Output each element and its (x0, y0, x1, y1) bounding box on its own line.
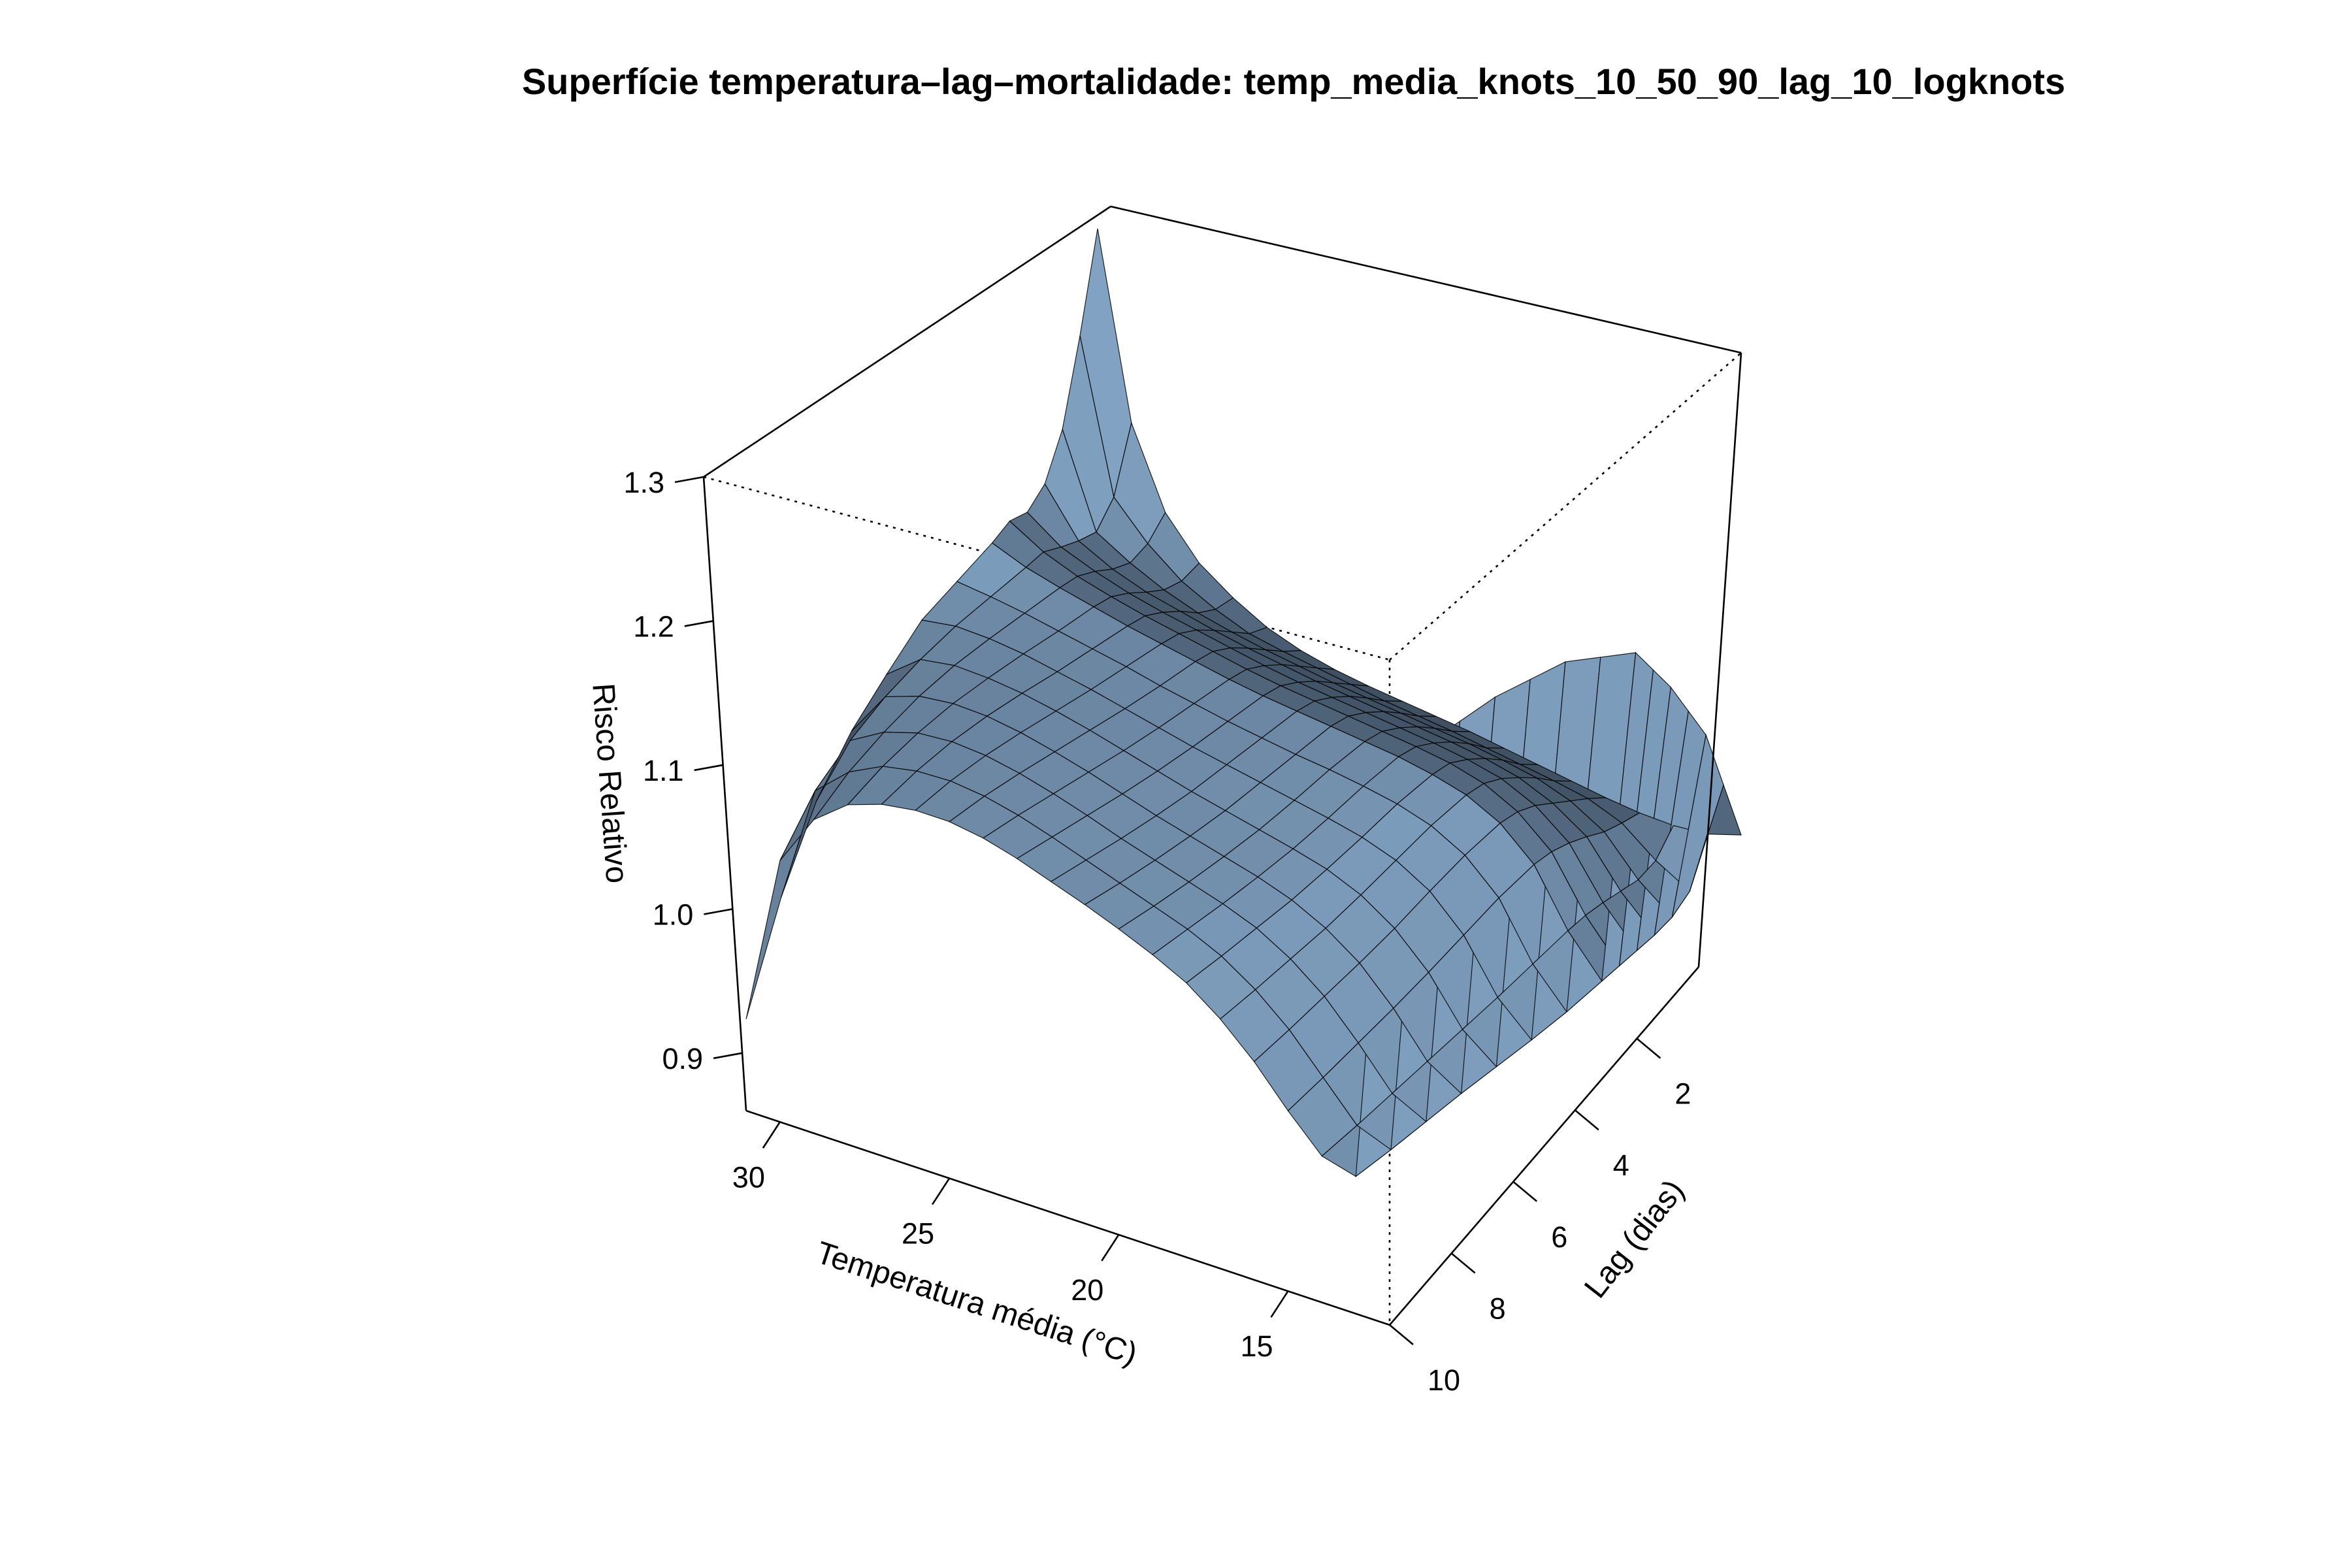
x-tick-label: 20 (1071, 1273, 1103, 1307)
surface-facet-0-0 (1689, 783, 1742, 892)
y-tick-label: 6 (1551, 1220, 1567, 1254)
risk-surface (745, 228, 1742, 1177)
y-tick-mark (1450, 1252, 1476, 1274)
z-tick-mark (694, 764, 723, 772)
box-edge-top-back (703, 205, 1111, 478)
z-tick-label: 1.2 (633, 610, 674, 643)
box-edge-bottom-left (745, 1109, 1390, 1326)
y-tick-mark (1636, 1037, 1661, 1059)
z-tick-mark (704, 908, 733, 915)
z-axis-label: Risco Relativo (585, 682, 634, 885)
chart-title: Superfície temperatura–lag–mortalidade: … (522, 61, 2065, 102)
x-tick-label: 25 (902, 1217, 934, 1250)
x-tick-label: 30 (732, 1160, 765, 1194)
z-tick-label: 1.1 (643, 754, 684, 787)
y-tick-mark (1512, 1181, 1538, 1202)
x-tick-mark (762, 1121, 781, 1149)
y-tick-label: 8 (1490, 1292, 1506, 1325)
box-edge-top-right (1110, 205, 1742, 354)
hidden-edge-top-right (1389, 352, 1742, 661)
x-tick-mark (1270, 1290, 1289, 1318)
y-tick-label: 4 (1613, 1149, 1629, 1182)
y-tick-mark (1389, 1324, 1414, 1345)
x-tick-mark (1101, 1234, 1120, 1262)
x-tick-label: 15 (1240, 1330, 1273, 1363)
y-axis: 2 4 6 8 10 (1389, 1037, 1691, 1397)
z-tick-mark (674, 476, 704, 483)
bounding-box (702, 205, 1742, 1326)
y-tick-mark (1574, 1109, 1599, 1131)
box-edge-bottom-right (1389, 966, 1699, 1326)
z-tick-label: 1.3 (623, 466, 664, 499)
box-edge-left (702, 476, 747, 1111)
z-tick-label: 1.0 (653, 898, 694, 931)
surface-facet-12-17 (779, 771, 849, 861)
z-tick-mark (713, 1052, 743, 1060)
z-tick-mark (684, 620, 714, 627)
y-tick-label: 10 (1428, 1364, 1460, 1397)
z-tick-label: 0.9 (662, 1042, 704, 1075)
x-tick-mark (931, 1177, 951, 1205)
y-tick-label: 2 (1674, 1077, 1691, 1111)
x-axis: 30 25 20 15 (732, 1121, 1289, 1363)
y-axis-label: Lag (dias) (1578, 1173, 1691, 1305)
box-edge-right (1697, 352, 1742, 968)
z-axis: 0.9 1.0 1.1 1.2 1.3 (623, 466, 743, 1075)
